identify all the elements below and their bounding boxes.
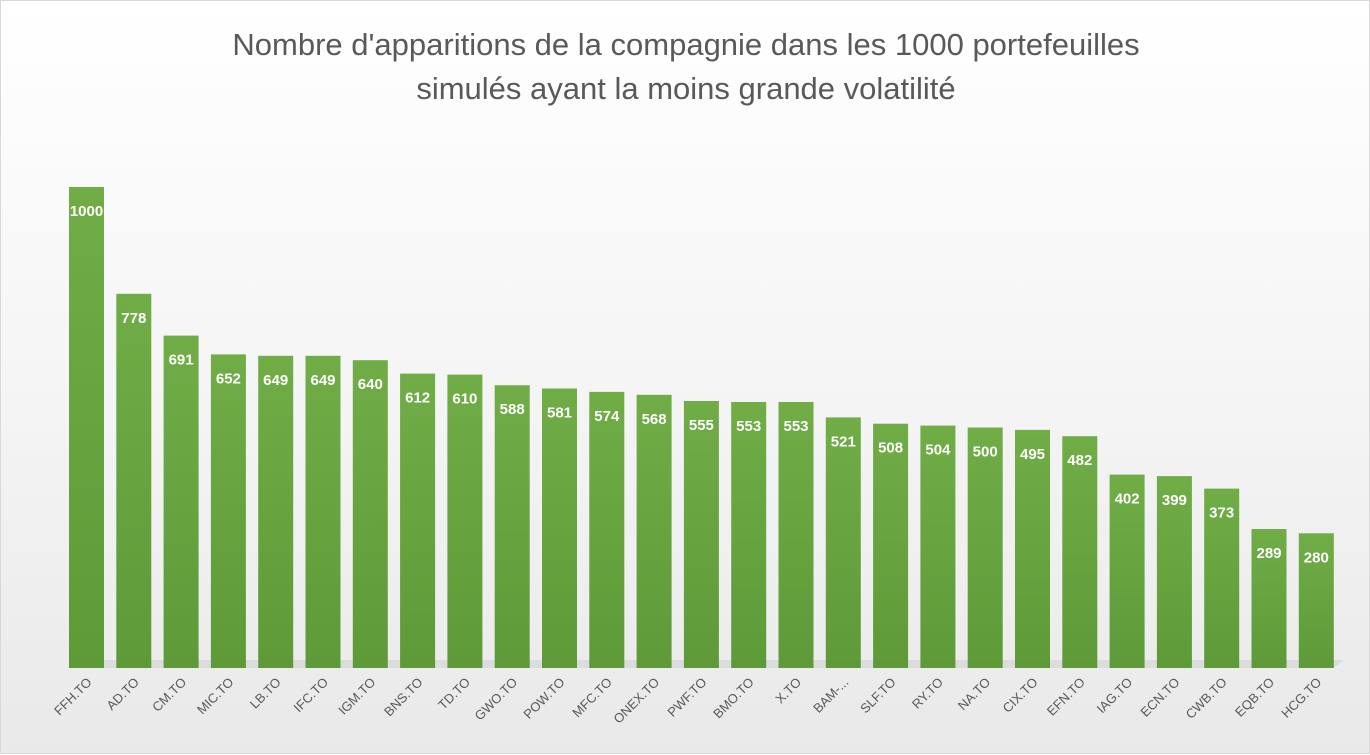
x-tick-label: MIC.TO bbox=[194, 675, 237, 718]
bar-x-to bbox=[778, 402, 814, 668]
data-label: 612 bbox=[405, 390, 430, 407]
data-label: 588 bbox=[500, 401, 525, 418]
data-label: 649 bbox=[263, 372, 288, 389]
x-tick-label: EFN.TO bbox=[1044, 675, 1088, 719]
bar-mic-to bbox=[210, 354, 246, 668]
bar-bmo-to bbox=[731, 402, 767, 668]
bar-ffh-to bbox=[69, 187, 104, 668]
bar-slf-to bbox=[873, 423, 909, 668]
data-label: 691 bbox=[169, 352, 194, 369]
x-tick-label: IFC.TO bbox=[291, 675, 332, 716]
bar-cix-to bbox=[1015, 429, 1050, 668]
x-tick-label: BAM-... bbox=[810, 675, 851, 716]
data-label: 504 bbox=[925, 442, 951, 459]
bar-pow-to bbox=[542, 388, 577, 668]
bar-ad-to bbox=[116, 293, 152, 668]
data-label: 553 bbox=[783, 418, 808, 435]
chart-title-line-2: simulés ayant la moins grande volatilité bbox=[416, 71, 956, 106]
data-labels: 1000 778 691 652 649 649 640 612 610 588 581 574 568… bbox=[70, 203, 1329, 566]
bar-lb-to bbox=[258, 355, 294, 668]
data-label: 495 bbox=[1020, 446, 1045, 463]
data-label: 508 bbox=[878, 440, 903, 457]
data-label: 482 bbox=[1067, 452, 1092, 469]
data-label: 640 bbox=[358, 376, 383, 393]
data-label: 399 bbox=[1162, 492, 1187, 509]
chart-title-line-1: Nombre d'apparitions de la compagnie dan… bbox=[232, 27, 1140, 62]
x-tick-label: AD.TO bbox=[103, 675, 142, 714]
data-label: 1000 bbox=[70, 203, 103, 220]
x-tick-label: HCG.TO bbox=[1278, 675, 1324, 721]
data-label: 574 bbox=[594, 408, 620, 425]
x-tick-label: IGM.TO bbox=[335, 675, 378, 718]
bar-ry-to bbox=[920, 425, 956, 668]
bar-mfc-to bbox=[589, 391, 625, 668]
bar-pwf-to bbox=[683, 401, 719, 668]
bar-igm-to bbox=[352, 360, 388, 668]
data-label: 568 bbox=[642, 411, 667, 428]
data-label: 610 bbox=[452, 391, 477, 408]
data-label: 652 bbox=[216, 370, 241, 387]
x-tick-label: TD.TO bbox=[435, 675, 473, 713]
x-tick-label: CIX.TO bbox=[1000, 675, 1041, 716]
data-label: 402 bbox=[1115, 491, 1140, 508]
data-label: 553 bbox=[736, 418, 761, 435]
bar-cwb-to bbox=[1204, 488, 1240, 668]
bar-cm-to bbox=[163, 335, 199, 668]
data-label: 649 bbox=[310, 372, 335, 389]
x-tick-label: BNS.TO bbox=[381, 675, 426, 720]
bar-td-to bbox=[447, 374, 483, 668]
x-tick-label: POW.TO bbox=[520, 675, 567, 722]
x-tick-label: MFC.TO bbox=[569, 675, 615, 721]
data-label: 500 bbox=[973, 444, 998, 461]
x-tick-label: SLF.TO bbox=[857, 675, 899, 717]
x-tick-label: ECN.TO bbox=[1137, 675, 1182, 720]
bar-bam bbox=[825, 417, 861, 668]
chart-title: Nombre d'apparitions de la compagnie dan… bbox=[1, 23, 1370, 111]
bar-bns-to bbox=[400, 373, 436, 668]
bar-gwo-to bbox=[494, 385, 530, 668]
bar-eqb-to bbox=[1251, 529, 1287, 668]
bars bbox=[69, 187, 1334, 668]
data-label: 581 bbox=[547, 405, 572, 422]
x-tick-label: GWO.TO bbox=[472, 675, 521, 724]
data-label: 280 bbox=[1304, 549, 1329, 566]
x-tick-label: CWB.TO bbox=[1183, 675, 1230, 722]
x-tick-label: IAG.TO bbox=[1094, 675, 1136, 717]
x-tick-label: PWF.TO bbox=[664, 675, 709, 720]
data-label: 555 bbox=[689, 417, 714, 434]
bar-ifc-to bbox=[305, 355, 341, 668]
data-label: 778 bbox=[121, 310, 146, 327]
x-tick-label: X.TO bbox=[772, 675, 804, 707]
data-label: 289 bbox=[1256, 545, 1281, 562]
bar-iag-to bbox=[1109, 474, 1145, 668]
x-axis-tick-labels: FFH.TO AD.TO CM.TO MIC.TO LB.TO IFC.TO IGM.TO B… bbox=[51, 675, 1324, 727]
x-tick-label: CM.TO bbox=[149, 675, 189, 715]
x-tick-label: EQB.TO bbox=[1232, 675, 1277, 720]
bar-onex-to bbox=[636, 394, 672, 668]
bar-hcg-to bbox=[1298, 533, 1334, 668]
bar-na-to bbox=[967, 427, 1003, 668]
x-tick-label: FFH.TO bbox=[51, 675, 95, 719]
x-tick-label: ONEX.TO bbox=[610, 675, 662, 727]
x-tick-label: NA.TO bbox=[955, 675, 994, 714]
x-tick-label: LB.TO bbox=[247, 675, 284, 712]
x-tick-label: BMO.TO bbox=[710, 675, 757, 722]
bar-efn-to bbox=[1062, 436, 1098, 668]
bar-ecn-to bbox=[1156, 476, 1192, 668]
data-label: 521 bbox=[831, 433, 856, 450]
data-label: 373 bbox=[1209, 505, 1234, 522]
x-tick-label: RY.TO bbox=[909, 675, 946, 712]
